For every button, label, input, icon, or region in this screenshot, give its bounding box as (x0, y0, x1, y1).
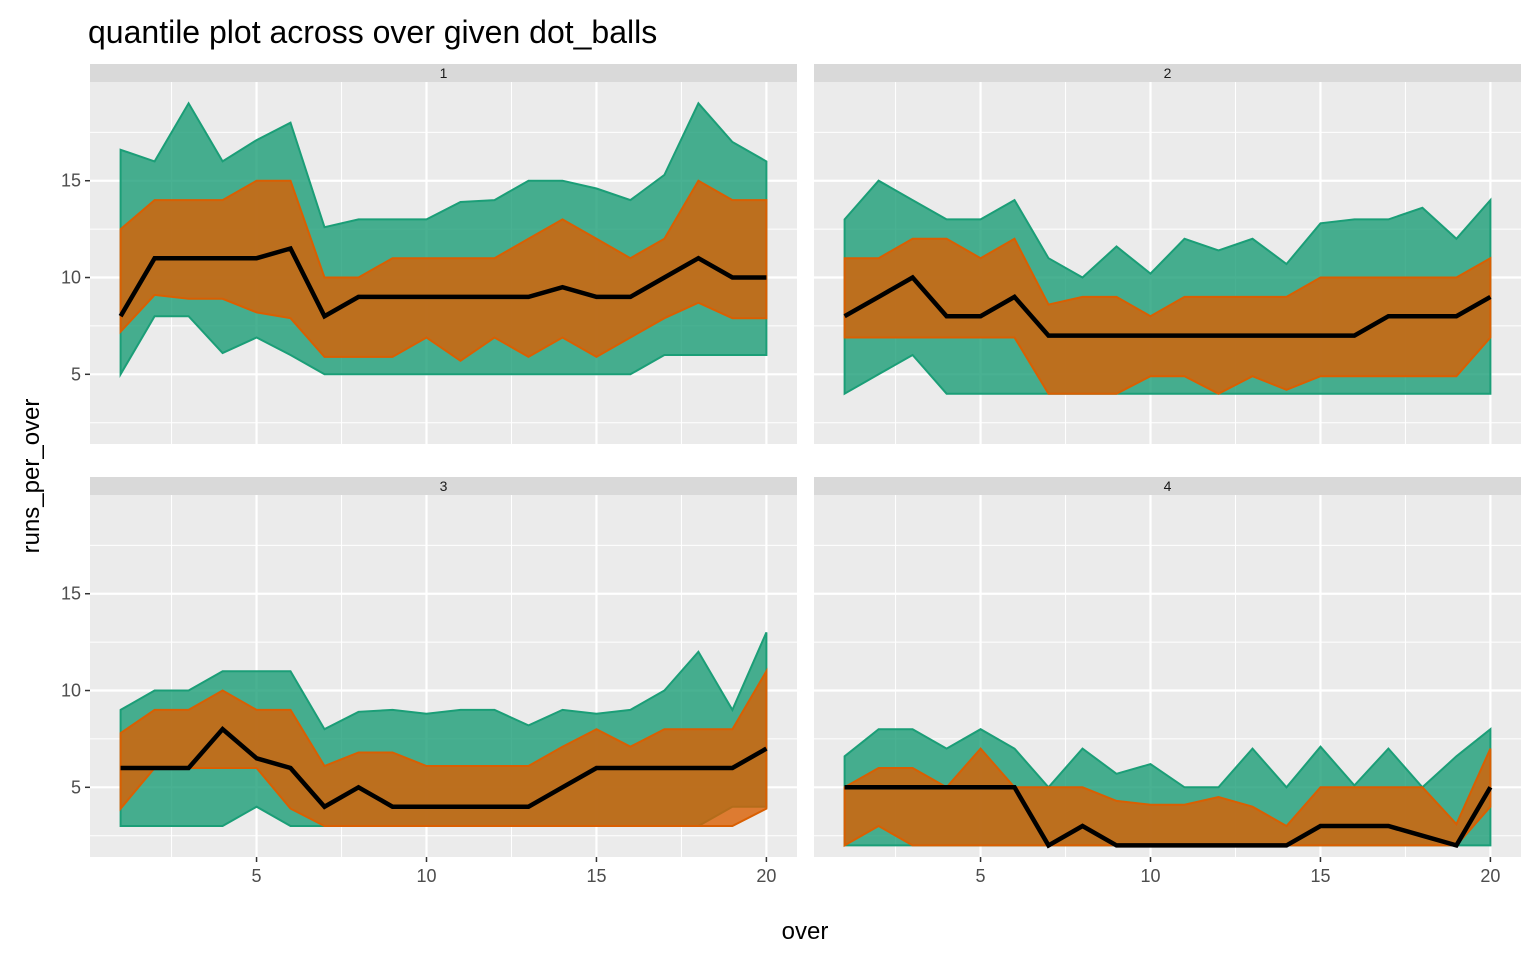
x-tick-label: 15 (1310, 866, 1330, 886)
chart-title: quantile plot across over given dot_ball… (88, 14, 657, 50)
facet-strip (814, 64, 1521, 82)
x-axis-title: over (782, 918, 829, 945)
facet-strip-label: 1 (440, 65, 448, 81)
y-tick-label: 15 (61, 171, 81, 191)
facet-panel-3: 3 5 10 15 5 10 15 20 (61, 477, 797, 886)
y-tick-label: 5 (71, 364, 81, 384)
x-tick-label: 20 (756, 866, 776, 886)
inner-quantile-band (843, 747, 1492, 848)
facet-strip (90, 64, 797, 82)
median-line (843, 274, 1492, 338)
inner-quantile-band (119, 667, 768, 827)
x-tick-label: 10 (1140, 866, 1160, 886)
inner-quantile-band (119, 179, 768, 363)
y-tick-label: 10 (61, 681, 81, 701)
x-tick-label: 5 (976, 866, 986, 886)
facet-panel-4: 4 5 10 15 20 (814, 477, 1521, 886)
facet-strip-label: 3 (440, 478, 448, 494)
x-tick-label: 10 (416, 866, 436, 886)
median-line (844, 785, 1493, 849)
x-tick-label: 5 (252, 866, 262, 886)
facet-strip-label: 4 (1164, 478, 1172, 494)
y-tick-label: 15 (61, 584, 81, 604)
inner-quantile-band (843, 237, 1492, 395)
facet-strip-label: 2 (1164, 65, 1172, 81)
y-tick-label: 10 (61, 268, 81, 288)
facet-strip (90, 477, 797, 495)
facet-strip (814, 477, 1521, 495)
median-line (118, 245, 767, 320)
x-tick-label: 15 (586, 866, 606, 886)
y-tick-label: 5 (71, 777, 81, 797)
facet-panel-2: 2 (814, 64, 1521, 444)
y-axis-title: runs_per_over (18, 399, 45, 554)
x-tick-label: 20 (1480, 866, 1500, 886)
median-line (120, 726, 768, 810)
